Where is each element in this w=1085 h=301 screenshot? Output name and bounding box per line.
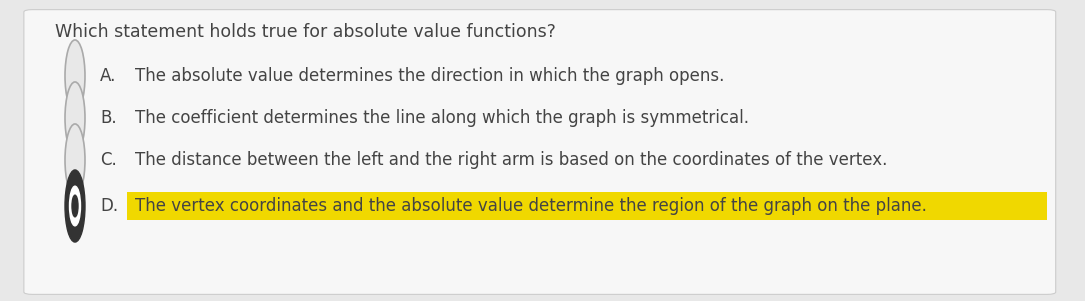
Text: D.: D. <box>100 197 118 215</box>
Text: The distance between the left and the right arm is based on the coordinates of t: The distance between the left and the ri… <box>135 151 888 169</box>
Text: C.: C. <box>100 151 117 169</box>
Text: A.: A. <box>100 67 116 85</box>
Ellipse shape <box>65 82 85 154</box>
Ellipse shape <box>69 186 80 226</box>
Text: Which statement holds true for absolute value functions?: Which statement holds true for absolute … <box>55 23 556 41</box>
Text: B.: B. <box>100 109 116 127</box>
Text: The absolute value determines the direction in which the graph opens.: The absolute value determines the direct… <box>135 67 725 85</box>
Ellipse shape <box>65 124 85 196</box>
Ellipse shape <box>72 195 78 217</box>
Bar <box>127 192 1047 220</box>
Ellipse shape <box>65 40 85 112</box>
Text: The vertex coordinates and the absolute value determine the region of the graph : The vertex coordinates and the absolute … <box>135 197 927 215</box>
Text: The coefficient determines the line along which the graph is symmetrical.: The coefficient determines the line alon… <box>135 109 749 127</box>
Ellipse shape <box>65 170 85 242</box>
